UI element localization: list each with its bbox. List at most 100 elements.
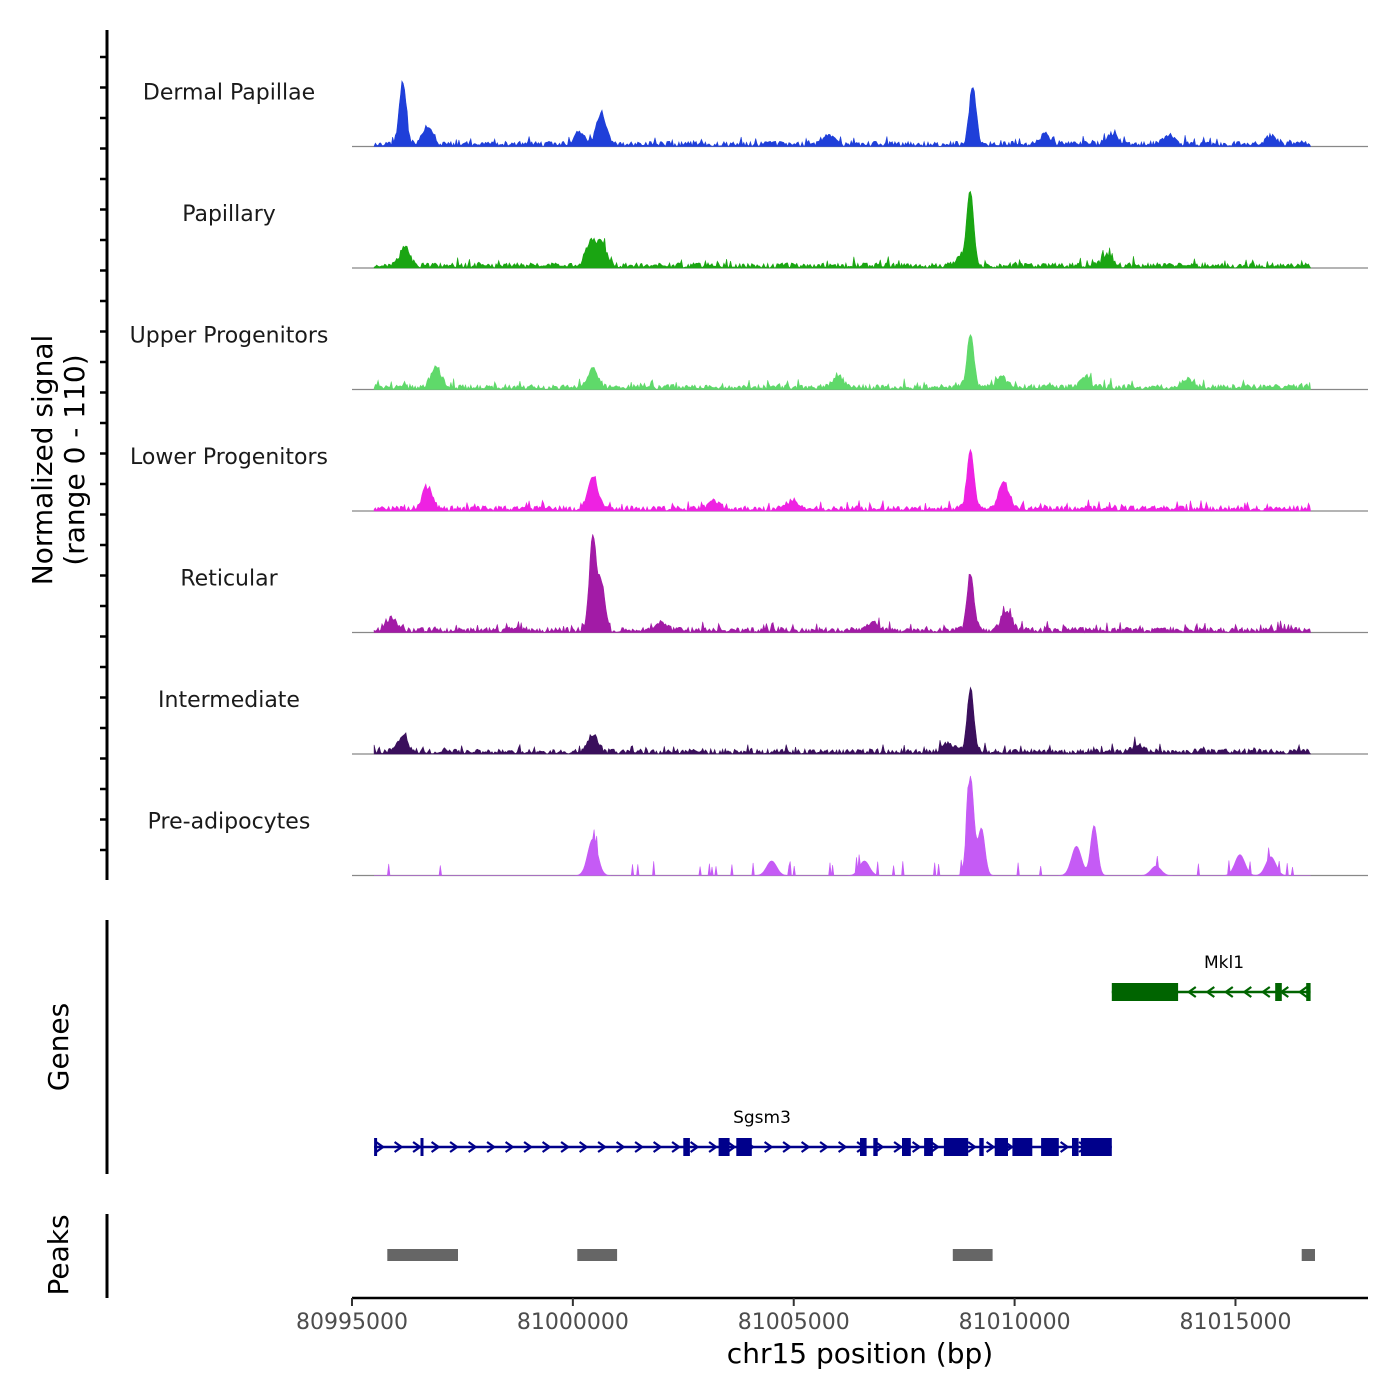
strand-arrow xyxy=(1205,986,1215,998)
coverage-area xyxy=(373,80,1312,148)
strand-arrow xyxy=(1059,1141,1070,1153)
coverage-area xyxy=(373,448,1311,512)
track-label: Pre-adipocytes xyxy=(148,810,311,835)
gene-track: Sgsm3 Mkl1 xyxy=(374,953,1311,1156)
coverage-area xyxy=(373,686,1312,756)
track-dermal-papillae: Dermal Papillae xyxy=(143,80,1368,148)
x-tick-label: 81005000 xyxy=(738,1310,850,1335)
track-pre-adipocytes: Pre-adipocytes xyxy=(148,775,1368,877)
gene-exon xyxy=(994,1138,1008,1156)
strand-arrow xyxy=(967,1141,977,1153)
coverage-tracks: Dermal Papillae Papillary Upper Progenitor… xyxy=(130,80,1368,877)
strand-arrow xyxy=(1242,986,1252,998)
coverage-area xyxy=(373,534,1311,634)
gene-label: Sgsm3 xyxy=(733,1108,791,1128)
gene-exon xyxy=(736,1138,752,1156)
gene-exon xyxy=(718,1138,730,1156)
y-axis-title-line1: Normalized signal xyxy=(26,335,59,586)
coverage-area xyxy=(373,334,1311,391)
x-tick-label: 81015000 xyxy=(1179,1310,1291,1335)
strand-arrow xyxy=(615,1141,626,1153)
gene-exon xyxy=(860,1138,867,1156)
gene-exon xyxy=(979,1138,984,1156)
strand-arrow xyxy=(874,1141,885,1153)
x-tick-label: 81010000 xyxy=(959,1310,1071,1335)
strand-arrow xyxy=(985,1141,996,1153)
track-reticular: Reticular xyxy=(180,534,1368,634)
strand-arrow xyxy=(578,1141,589,1153)
track-label: Dermal Papillae xyxy=(143,81,315,106)
strand-arrow xyxy=(597,1141,607,1153)
track-label: Intermediate xyxy=(158,688,300,713)
coverage-area xyxy=(373,190,1312,269)
gene-exon xyxy=(1275,983,1282,1001)
strand-arrow xyxy=(523,1141,533,1153)
track-intermediate: Intermediate xyxy=(158,686,1368,756)
signal-y-ticks xyxy=(100,55,107,852)
strand-arrow xyxy=(893,1141,903,1153)
strand-arrow xyxy=(782,1141,792,1153)
peak-track xyxy=(387,1249,1315,1261)
gene-exon xyxy=(374,1138,378,1156)
strand-arrow xyxy=(634,1141,644,1153)
x-axis-ticks: 80995000 81000000 81005000 81010000 81015000 xyxy=(296,1298,1291,1335)
gene-mkl1: Mkl1 xyxy=(1111,953,1311,1001)
x-tick-label: 81000000 xyxy=(517,1310,629,1335)
track-label: Upper Progenitors xyxy=(130,324,329,349)
strand-arrow xyxy=(837,1141,848,1153)
gene-exon xyxy=(943,1138,969,1156)
gene-exon xyxy=(902,1138,911,1156)
gene-exon xyxy=(1041,1138,1059,1156)
strand-arrow xyxy=(763,1141,774,1153)
strand-arrow xyxy=(1297,986,1308,998)
x-axis-title: chr15 position (bp) xyxy=(727,1337,993,1370)
track-upper-progenitors: Upper Progenitors xyxy=(130,324,1368,391)
strand-arrow xyxy=(541,1141,552,1153)
strand-arrow xyxy=(930,1141,940,1153)
track-label: Reticular xyxy=(180,567,278,592)
gene-label: Mkl1 xyxy=(1204,953,1244,973)
peak-region xyxy=(387,1249,458,1261)
peak-region xyxy=(952,1249,993,1261)
strand-arrow xyxy=(1260,986,1271,998)
strand-arrow xyxy=(430,1141,441,1153)
peak-region xyxy=(577,1249,618,1261)
strand-arrow xyxy=(412,1141,422,1153)
strand-arrow xyxy=(819,1141,829,1153)
track-lower-progenitors: Lower Progenitors xyxy=(130,445,1368,512)
gene-exon xyxy=(683,1138,690,1156)
coverage-area xyxy=(374,775,1311,876)
strand-arrow xyxy=(911,1141,922,1153)
track-label: Papillary xyxy=(182,202,276,227)
track-label: Lower Progenitors xyxy=(130,445,328,470)
y-axis-title-line2: (range 0 - 110) xyxy=(58,354,91,565)
strand-arrow xyxy=(486,1141,496,1153)
strand-arrow xyxy=(467,1141,478,1153)
strand-arrow xyxy=(708,1141,718,1153)
strand-arrow xyxy=(393,1141,404,1153)
gene-sgsm3: Sgsm3 xyxy=(374,1108,1112,1156)
gene-exon xyxy=(1111,983,1179,1001)
strand-arrow xyxy=(1186,986,1197,998)
strand-arrow xyxy=(800,1141,811,1153)
peak-region xyxy=(1301,1249,1315,1261)
strand-arrow xyxy=(504,1141,515,1153)
gene-exon xyxy=(1080,1138,1112,1156)
strand-arrow xyxy=(449,1141,459,1153)
gene-exon xyxy=(1306,983,1311,1001)
strand-arrow xyxy=(652,1141,663,1153)
track-papillary: Papillary xyxy=(182,190,1368,269)
peaks-track-title: Peaks xyxy=(42,1214,75,1295)
strand-arrow xyxy=(671,1141,681,1153)
gene-exon xyxy=(924,1138,933,1156)
gene-exon xyxy=(1012,1138,1033,1156)
strand-arrow xyxy=(560,1141,570,1153)
strand-arrow xyxy=(726,1141,737,1153)
strand-arrow xyxy=(1223,986,1234,998)
strand-arrow xyxy=(375,1141,385,1153)
gene-exon xyxy=(1072,1138,1079,1156)
x-tick-label: 80995000 xyxy=(296,1310,408,1335)
genes-track-title: Genes xyxy=(42,1003,75,1091)
gene-exon xyxy=(420,1138,424,1156)
